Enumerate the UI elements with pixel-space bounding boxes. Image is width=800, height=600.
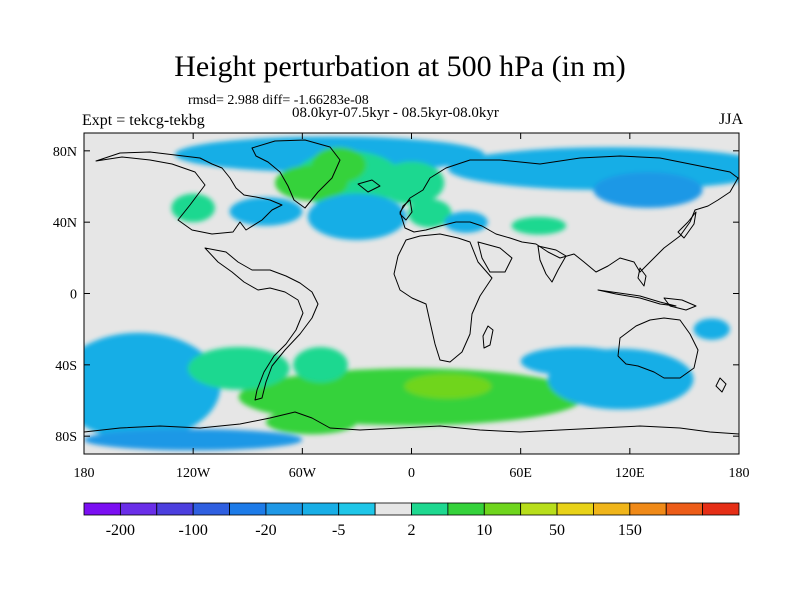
colorbar-swatch [593,502,631,516]
coast-india [537,245,567,283]
colorbar-swatch [629,502,667,516]
coast-indonesia [597,289,677,307]
contour-field [84,136,739,451]
field-region [187,347,290,390]
colorbar-swatch [374,502,412,516]
colorbar-swatch [119,502,158,516]
coast-north-america [95,151,283,235]
field-region [511,216,567,235]
field-region [275,165,348,201]
coast-arabia [477,241,513,273]
coast-south-america [204,247,319,401]
colorbar-label: -20 [255,522,276,539]
field-region [171,193,216,223]
field-region [293,347,348,383]
colorbar: -200 -100 -20 -5 2 10 50 150 [83,502,740,539]
lat-tick-label: 40N [53,216,77,231]
lon-tick-label: 180 [729,466,750,481]
colorbar-label: 2 [408,522,416,539]
lon-tick-label: 60W [289,466,317,481]
colorbar-swatch [83,502,121,516]
coast-australia [617,317,699,379]
colorbar-swatch [483,502,522,516]
colorbar-swatch [556,502,594,516]
season-label: JJA [718,111,743,128]
colorbar-swatch [156,502,194,516]
colorbar-swatch [192,502,230,516]
colorbar-swatch [301,502,340,516]
colorbar-label: 10 [476,522,492,539]
lon-tick-label: 60E [509,466,532,481]
lat-tick-label: 0 [70,288,77,303]
coast-philippines [637,267,647,287]
colorbar-swatch [229,502,267,516]
colorbar-label: 150 [618,522,642,539]
page-title: Height perturbation at 500 hPa (in m) [174,50,626,83]
lat-tick-label: 80N [53,145,77,160]
colorbar-label: -200 [106,522,135,539]
coast-iceland [357,179,381,193]
field-region [307,193,407,240]
coast-new-guinea [663,297,697,311]
lon-axis: 180 120W 60W 0 60E 120E 180 [74,133,750,481]
colorbar-swatch [411,502,449,516]
field-region [404,373,492,399]
colorbar-label: 50 [549,522,565,539]
coast-new-zealand [715,377,727,393]
lat-tick-label: 80S [55,430,77,445]
coast-africa [393,233,493,363]
colorbar-swatch [702,502,740,516]
coast-eurasia [399,155,739,273]
experiment-label: Expt = tekcg-tekbg [82,112,205,129]
field-region [593,172,703,208]
period-label: 08.0kyr-07.5kyr - 08.5kyr-08.0kyr [292,105,499,121]
lon-tick-label: 120E [615,466,645,481]
field-region [84,332,221,440]
lat-tick-label: 40S [55,359,77,374]
stats-line: rmsd= 2.988 diff= -1.66283e-08 [188,93,369,108]
field-region [84,429,303,451]
field-region [229,197,303,226]
colorbar-label: -100 [179,522,208,539]
lon-tick-label: 120W [176,466,211,481]
coast-madagascar [482,325,494,349]
colorbar-swatch [338,502,376,516]
colorbar-swatch [447,502,485,516]
lat-axis: 80N 40N 0 40S 80S [53,145,739,445]
lon-tick-label: 0 [408,466,415,481]
lon-tick-label: 180 [74,466,95,481]
coast-antarctica [84,411,739,435]
coast-japan [677,211,697,239]
field-region [265,409,357,435]
colorbar-swatch [665,502,704,516]
colorbar-swatch [265,502,303,516]
field-region [693,318,730,340]
field-region [378,161,445,205]
colorbar-label: -5 [332,522,345,539]
coastlines [84,139,739,435]
field-region [520,347,630,376]
colorbar-swatch [520,502,558,516]
coast-greenland [251,139,341,209]
field-region [407,198,452,228]
coast-british-isles [399,199,413,221]
